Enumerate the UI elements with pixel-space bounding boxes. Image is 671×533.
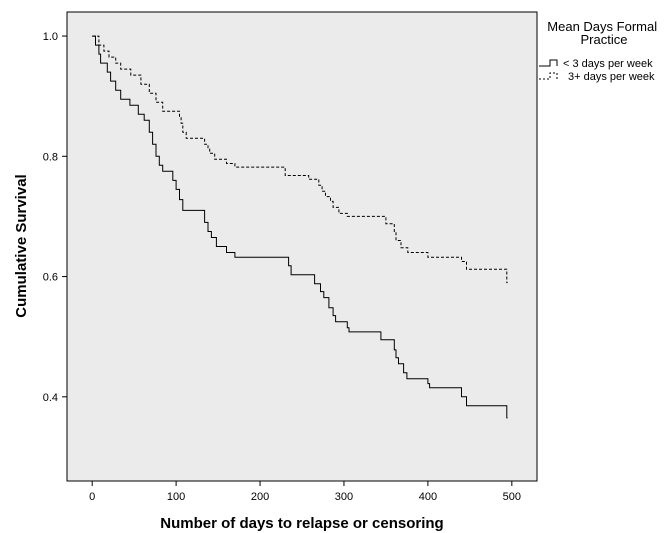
x-tick-label: 400 (419, 491, 437, 503)
x-tick-label: 100 (167, 491, 185, 503)
y-axis: 0.4 0.6 0.8 1.0 (43, 31, 67, 404)
series-line-3plus-days (92, 35, 508, 284)
legend-title-line-2: Practice (581, 32, 628, 47)
x-tick-label: 200 (251, 491, 269, 503)
legend-swatch (539, 72, 558, 80)
y-tick-label: 0.6 (43, 272, 58, 284)
series-line-lt3-days (92, 35, 508, 419)
legend: Mean Days Formal Practice < 3 days per w… (539, 19, 660, 83)
x-tick-label: 300 (335, 491, 353, 503)
series-layer (92, 35, 508, 419)
legend-swatch (539, 59, 558, 67)
x-axis: 0 100 200 300 400 500 (89, 481, 521, 503)
y-tick-label: 1.0 (43, 31, 58, 43)
legend-title: Mean Days Formal Practice (547, 19, 660, 47)
y-tick-label: 0.8 (43, 151, 58, 163)
legend-label: 3+ days per week (568, 71, 655, 83)
y-axis-title: Cumulative Survival (13, 174, 30, 317)
plot-area (66, 11, 538, 482)
x-tick-label: 0 (89, 491, 95, 503)
x-axis-title: Number of days to relapse or censoring (160, 515, 443, 532)
legend-title-line-1: Mean Days Formal (547, 19, 657, 34)
x-tick-label: 500 (503, 491, 521, 503)
y-tick-label: 0.4 (43, 392, 58, 404)
legend-label: < 3 days per week (563, 58, 653, 70)
